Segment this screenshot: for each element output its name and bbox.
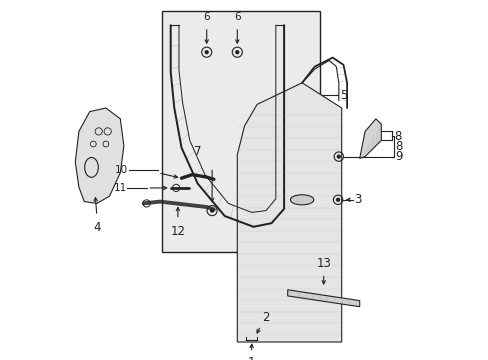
Text: 9: 9	[394, 150, 402, 163]
Ellipse shape	[84, 157, 98, 177]
Polygon shape	[359, 119, 381, 158]
Circle shape	[337, 155, 340, 158]
Text: 6: 6	[234, 12, 240, 22]
Polygon shape	[237, 83, 341, 342]
Text: 10: 10	[114, 165, 127, 175]
Text: 5: 5	[339, 89, 346, 102]
Circle shape	[205, 51, 208, 54]
Circle shape	[235, 51, 238, 54]
Text: 7: 7	[194, 145, 201, 158]
Polygon shape	[75, 108, 123, 203]
Text: 1: 1	[247, 356, 255, 360]
Text: 4: 4	[93, 221, 101, 234]
Bar	[162, 11, 320, 252]
Text: 11: 11	[114, 183, 127, 193]
Circle shape	[336, 198, 339, 201]
Text: 8: 8	[393, 130, 401, 143]
Text: 3: 3	[354, 193, 361, 206]
Text: 12: 12	[170, 225, 185, 238]
Ellipse shape	[290, 195, 313, 205]
Text: 8: 8	[394, 140, 402, 153]
Text: 6: 6	[203, 12, 209, 22]
Text: 13: 13	[316, 257, 330, 270]
Circle shape	[210, 209, 213, 212]
Text: 2: 2	[262, 311, 269, 324]
Polygon shape	[287, 290, 359, 307]
